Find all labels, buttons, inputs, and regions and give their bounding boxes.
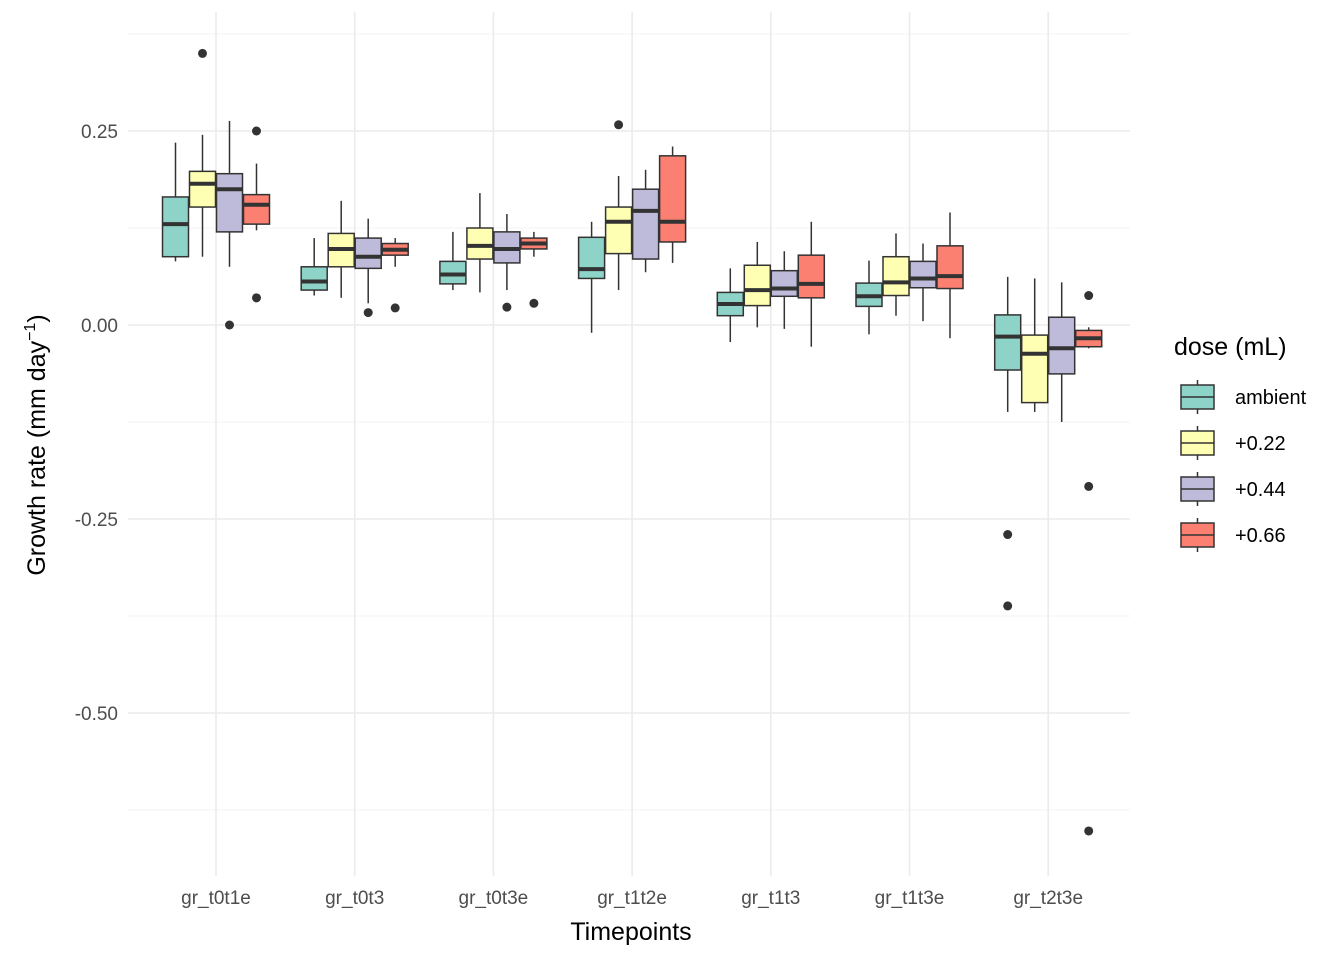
plot-area xyxy=(161,48,1103,836)
box xyxy=(354,237,382,270)
box xyxy=(882,255,910,297)
box xyxy=(215,172,244,233)
x-axis-ticks: gr_t0t1e gr_t0t3 gr_t0t3e gr_t1t2e gr_t1t3 gr… xyxy=(181,888,1083,909)
box xyxy=(1047,316,1076,375)
box-group xyxy=(658,146,687,263)
y-tick-label: -0.25 xyxy=(75,510,118,531)
outlier-point xyxy=(502,302,512,312)
outlier-point xyxy=(1084,481,1094,491)
legend-label: +0.44 xyxy=(1235,479,1286,501)
legend: dose (mL) ambient +0.22 +0.44 +0.66 xyxy=(1174,333,1307,552)
x-tick-label: gr_t0t3e xyxy=(459,888,529,909)
y-axis-title-close: ) xyxy=(23,314,51,322)
box xyxy=(797,254,826,299)
box-group xyxy=(1074,291,1103,836)
box-group xyxy=(855,260,883,335)
legend-item: ambient xyxy=(1180,380,1307,414)
outlier-point xyxy=(1003,530,1013,540)
box-group xyxy=(466,193,494,293)
legend-title: dose (mL) xyxy=(1174,333,1287,361)
legend-label: ambient xyxy=(1235,387,1307,409)
y-tick-label: -0.50 xyxy=(75,704,118,725)
outlier-point xyxy=(198,48,207,58)
outlier-point xyxy=(390,303,400,313)
box-group xyxy=(797,221,826,347)
box-group xyxy=(381,238,409,313)
box xyxy=(770,269,799,298)
box-group xyxy=(354,218,382,318)
box-group xyxy=(716,268,745,343)
box xyxy=(936,245,964,290)
box-group xyxy=(215,120,244,330)
x-axis-title: Timepoints xyxy=(570,918,691,946)
box xyxy=(658,155,687,243)
y-axis-ticks: 0.25 0.00 -0.25 -0.50 xyxy=(75,122,118,725)
x-tick-label: gr_t0t3 xyxy=(325,888,384,909)
outlier-point xyxy=(363,308,373,318)
box xyxy=(631,188,660,260)
box-group xyxy=(1020,278,1049,412)
y-axis-title-superscript: −1 xyxy=(22,323,39,341)
y-tick-label: 0.00 xyxy=(81,316,118,337)
box-group xyxy=(909,243,937,322)
box-group xyxy=(882,233,910,316)
legend-label: +0.22 xyxy=(1235,433,1286,455)
legend-item: +0.22 xyxy=(1180,426,1286,460)
outlier-point xyxy=(529,298,539,308)
legend-item: +0.44 xyxy=(1180,472,1286,506)
y-axis-title: Growth rate (mm day−1) xyxy=(22,314,51,575)
legend-item: +0.66 xyxy=(1180,518,1286,552)
x-tick-label: gr_t1t3e xyxy=(875,888,945,909)
box-group xyxy=(631,169,660,273)
outlier-point xyxy=(252,293,261,303)
box-group xyxy=(161,142,190,262)
x-tick-label: gr_t1t2e xyxy=(597,888,667,909)
box xyxy=(909,260,937,289)
box-group xyxy=(242,126,271,303)
box-group xyxy=(327,200,355,298)
box-group xyxy=(604,120,633,291)
box-group xyxy=(439,231,467,291)
box xyxy=(242,193,271,225)
grid xyxy=(128,12,1130,876)
box-group xyxy=(520,231,548,308)
box xyxy=(577,236,606,280)
box-group xyxy=(493,214,521,312)
box-group xyxy=(936,212,964,339)
box xyxy=(188,170,217,208)
outlier-point xyxy=(1084,291,1094,301)
outlier-point xyxy=(614,120,624,130)
box-group xyxy=(743,241,772,328)
y-tick-label: 0.25 xyxy=(81,122,118,143)
x-tick-label: gr_t0t1e xyxy=(181,888,251,909)
outlier-point xyxy=(252,126,261,136)
outlier-point xyxy=(1003,601,1013,611)
outlier-point xyxy=(1084,826,1094,836)
box xyxy=(300,266,328,291)
box xyxy=(466,227,494,260)
box-group xyxy=(188,48,217,257)
outlier-point xyxy=(225,320,234,330)
y-axis-title-main: Growth rate (mm day xyxy=(23,340,51,575)
box xyxy=(743,264,772,307)
box xyxy=(1020,334,1049,404)
box-group xyxy=(770,251,799,329)
box xyxy=(993,314,1022,371)
x-tick-label: gr_t1t3 xyxy=(741,888,800,909)
x-tick-label: gr_t2t3e xyxy=(1013,888,1083,909)
box-group xyxy=(300,238,328,296)
box-group xyxy=(577,221,606,333)
box xyxy=(161,196,190,258)
legend-label: +0.66 xyxy=(1235,525,1286,547)
box-group xyxy=(993,276,1022,611)
box-group xyxy=(1047,282,1076,422)
box xyxy=(604,206,633,255)
